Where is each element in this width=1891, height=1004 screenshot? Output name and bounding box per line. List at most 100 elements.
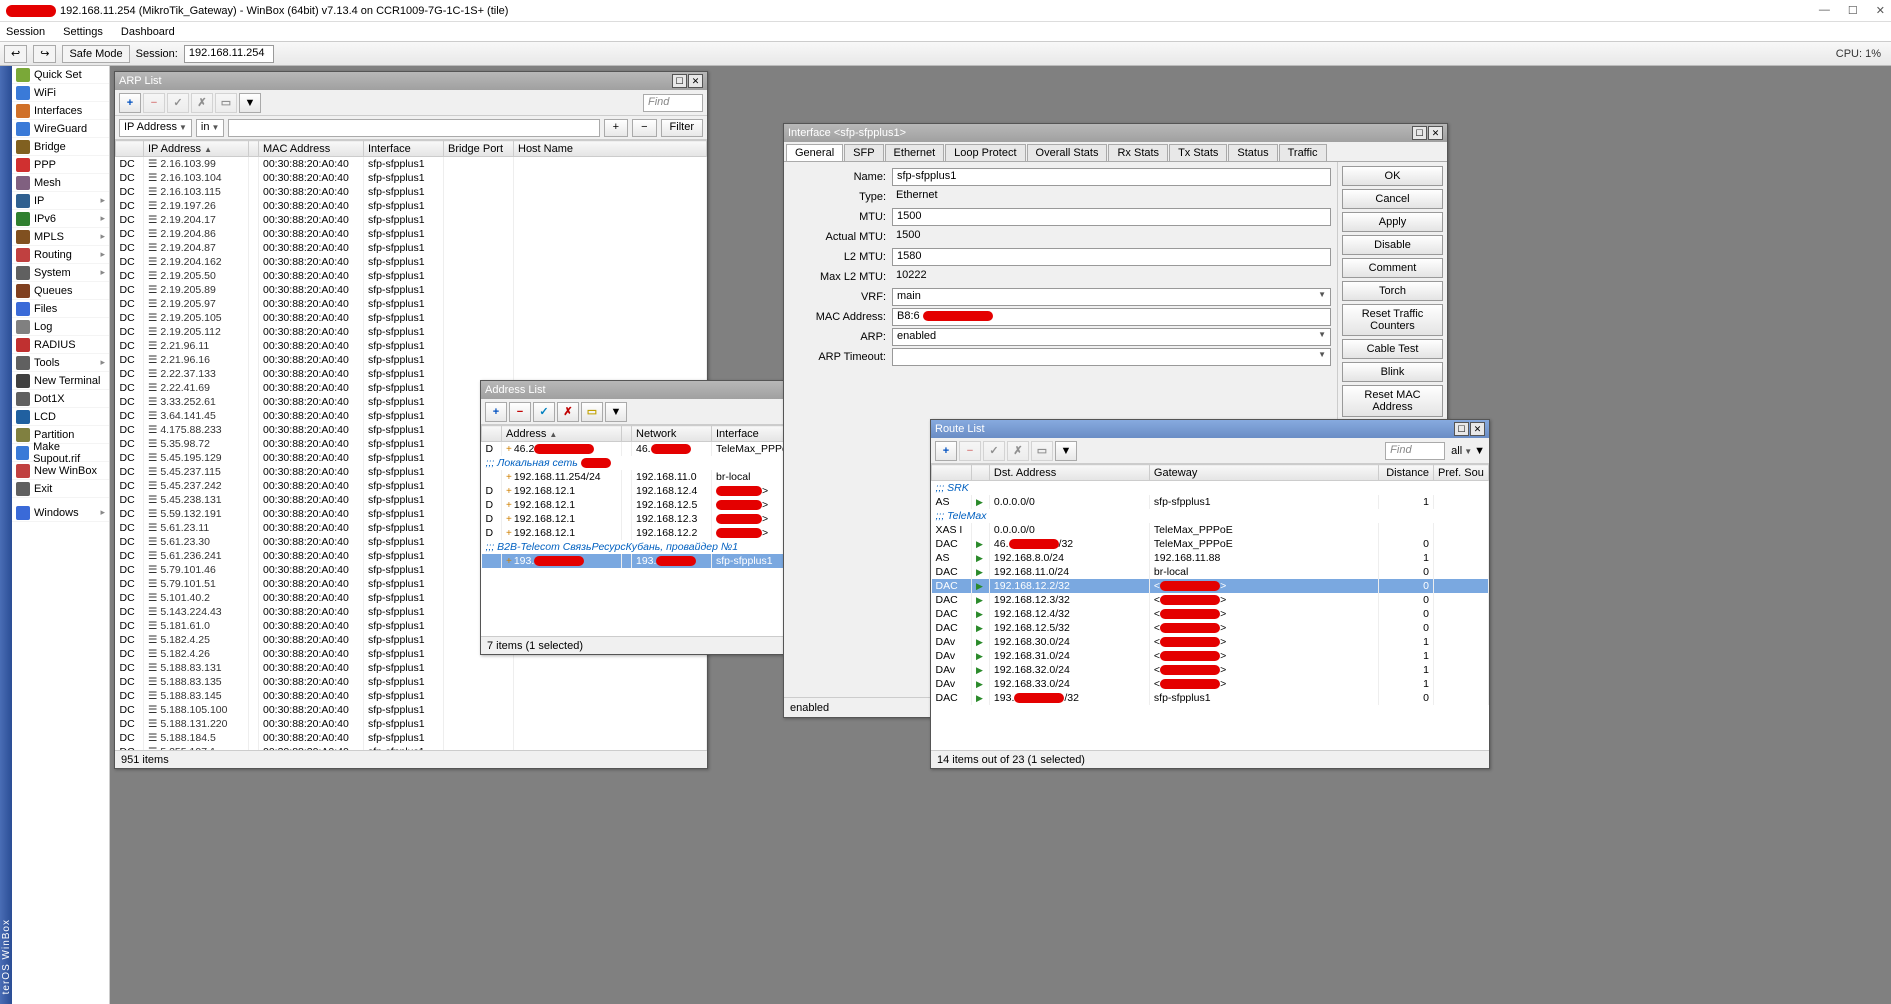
route-filter-all[interactable]: all▼ — [1451, 445, 1472, 457]
table-row[interactable]: DC☰ 5.188.83.13100:30:88:20:A0:40sfp-sfp… — [116, 661, 707, 675]
tab-tx-stats[interactable]: Tx Stats — [1169, 144, 1227, 161]
sidebar-item-log[interactable]: Log — [12, 318, 109, 336]
cable-test-button[interactable]: Cable Test — [1342, 339, 1443, 359]
field-input[interactable]: 1500 — [892, 208, 1331, 226]
sidebar-item-tools[interactable]: Tools▸ — [12, 354, 109, 372]
table-row[interactable]: DC☰ 2.22.37.13300:30:88:20:A0:40sfp-sfpp… — [116, 367, 707, 381]
table-row[interactable]: DAC▶193./32sfp-sfpplus10 — [932, 691, 1489, 705]
table-row[interactable]: DAv▶192.168.33.0/24<>1 — [932, 677, 1489, 691]
column-header[interactable] — [482, 426, 502, 442]
find-input[interactable]: Find — [1385, 442, 1445, 460]
column-header[interactable]: Address ▲ — [502, 426, 622, 442]
torch-button[interactable]: Torch — [1342, 281, 1443, 301]
table-row[interactable]: DAC▶46./32TeleMax_PPPoE0 — [932, 537, 1489, 551]
table-row[interactable]: DC☰ 2.19.204.8700:30:88:20:A0:40sfp-sfpp… — [116, 241, 707, 255]
table-row[interactable]: DC☰ 2.16.103.11500:30:88:20:A0:40sfp-sfp… — [116, 185, 707, 199]
route-filter-toggle[interactable]: ▼ — [1474, 445, 1485, 457]
table-row[interactable]: DC☰ 2.19.204.8600:30:88:20:A0:40sfp-sfpp… — [116, 227, 707, 241]
disable-button[interactable]: ✗ — [191, 93, 213, 113]
table-row[interactable]: ;;; TeleMax — [932, 509, 1489, 523]
apply-button[interactable]: Apply — [1342, 212, 1443, 232]
table-row[interactable]: DC☰ 2.19.205.9700:30:88:20:A0:40sfp-sfpp… — [116, 297, 707, 311]
sidebar-item-ip[interactable]: IP▸ — [12, 192, 109, 210]
tab-status[interactable]: Status — [1228, 144, 1277, 161]
blink-button[interactable]: Blink — [1342, 362, 1443, 382]
filter-plus[interactable]: + — [604, 119, 628, 137]
comment-button[interactable]: Comment — [1342, 258, 1443, 278]
sidebar-item-windows[interactable]: Windows▸ — [12, 504, 109, 522]
table-row[interactable]: DAC▶192.168.11.0/24br-local0 — [932, 565, 1489, 579]
enable-button[interactable]: ✓ — [983, 441, 1005, 461]
sidebar-item-wifi[interactable]: WiFi — [12, 84, 109, 102]
column-header[interactable]: Interface — [364, 141, 444, 157]
route-close-button[interactable]: ✕ — [1470, 422, 1485, 436]
sidebar-item-mpls[interactable]: MPLS▸ — [12, 228, 109, 246]
interface-close-button[interactable]: ✕ — [1428, 126, 1443, 140]
close-button[interactable]: ✕ — [1876, 4, 1885, 17]
column-header[interactable]: Bridge Port — [444, 141, 514, 157]
sidebar-item-make-supout-rif[interactable]: Make Supout.rif — [12, 444, 109, 462]
column-header[interactable]: Gateway — [1149, 465, 1378, 481]
filter-column[interactable]: IP Address▼ — [119, 119, 192, 137]
comment-button[interactable]: ▭ — [581, 402, 603, 422]
sidebar-item-mesh[interactable]: Mesh — [12, 174, 109, 192]
minimize-button[interactable]: — — [1819, 4, 1830, 17]
table-row[interactable]: DC☰ 2.19.204.16200:30:88:20:A0:40sfp-sfp… — [116, 255, 707, 269]
menu-settings[interactable]: Settings — [63, 26, 103, 38]
column-header[interactable]: Host Name — [514, 141, 707, 157]
column-header[interactable]: Dst. Address — [989, 465, 1149, 481]
remove-button[interactable]: − — [959, 441, 981, 461]
table-row[interactable]: DC☰ 5.188.131.22000:30:88:20:A0:40sfp-sf… — [116, 717, 707, 731]
add-button[interactable]: + — [485, 402, 507, 422]
table-row[interactable]: XAS I0.0.0.0/0TeleMax_PPPoE — [932, 523, 1489, 537]
menu-session[interactable]: Session — [6, 26, 45, 38]
field-input[interactable]: sfp-sfpplus1 — [892, 168, 1331, 186]
table-row[interactable]: ;;; SRK — [932, 481, 1489, 495]
filter-minus[interactable]: − — [632, 119, 656, 137]
column-header[interactable]: IP Address ▲ — [144, 141, 249, 157]
arp-titlebar[interactable]: ARP List ☐ ✕ — [115, 72, 707, 90]
table-row[interactable]: DAC▶192.168.12.5/32<>0 — [932, 621, 1489, 635]
table-row[interactable]: DAC▶192.168.12.2/32<>0 — [932, 579, 1489, 593]
maximize-button[interactable]: ☐ — [1848, 4, 1858, 17]
table-row[interactable]: DC☰ 2.21.96.1100:30:88:20:A0:40sfp-sfppl… — [116, 339, 707, 353]
table-row[interactable]: DAv▶192.168.31.0/24<>1 — [932, 649, 1489, 663]
field-input[interactable]: enabled▼ — [892, 328, 1331, 346]
column-header[interactable] — [972, 465, 990, 481]
table-row[interactable]: DC☰ 2.21.96.1600:30:88:20:A0:40sfp-sfppl… — [116, 353, 707, 367]
arp-close-button[interactable]: ✕ — [688, 74, 703, 88]
route-titlebar[interactable]: Route List ☐ ✕ — [931, 420, 1489, 438]
table-row[interactable]: DC☰ 2.16.103.9900:30:88:20:A0:40sfp-sfpp… — [116, 157, 707, 171]
tab-ethernet[interactable]: Ethernet — [885, 144, 945, 161]
route-grid[interactable]: Dst. AddressGatewayDistancePref. Sou;;; … — [931, 464, 1489, 750]
table-row[interactable]: DC☰ 2.16.103.10400:30:88:20:A0:40sfp-sfp… — [116, 171, 707, 185]
enable-button[interactable]: ✓ — [167, 93, 189, 113]
remove-button[interactable]: − — [509, 402, 531, 422]
disable-button[interactable]: ✗ — [557, 402, 579, 422]
table-row[interactable]: DAv▶192.168.30.0/24<>1 — [932, 635, 1489, 649]
table-row[interactable]: DAv▶192.168.32.0/24<>1 — [932, 663, 1489, 677]
undo-button[interactable]: ↩ — [4, 45, 27, 63]
tab-traffic[interactable]: Traffic — [1279, 144, 1327, 161]
interface-titlebar[interactable]: Interface <sfp-sfpplus1> ☐ ✕ — [784, 124, 1447, 142]
menu-dashboard[interactable]: Dashboard — [121, 26, 175, 38]
column-header[interactable] — [116, 141, 144, 157]
table-row[interactable]: DC☰ 2.19.204.1700:30:88:20:A0:40sfp-sfpp… — [116, 213, 707, 227]
tab-loop-protect[interactable]: Loop Protect — [945, 144, 1025, 161]
ok-button[interactable]: OK — [1342, 166, 1443, 186]
filter-button[interactable]: ▼ — [605, 402, 627, 422]
table-row[interactable]: DC☰ 5.188.83.14500:30:88:20:A0:40sfp-sfp… — [116, 689, 707, 703]
comment-button[interactable]: ▭ — [1031, 441, 1053, 461]
comment-button[interactable]: ▭ — [215, 93, 237, 113]
tab-general[interactable]: General — [786, 144, 843, 161]
field-input[interactable]: 1580 — [892, 248, 1331, 266]
filter-op[interactable]: in▼ — [196, 119, 224, 137]
sidebar-item-system[interactable]: System▸ — [12, 264, 109, 282]
sidebar-item-exit[interactable]: Exit — [12, 480, 109, 498]
table-row[interactable]: DC☰ 2.19.197.2600:30:88:20:A0:40sfp-sfpp… — [116, 199, 707, 213]
reset-mac-address-button[interactable]: Reset MAC Address — [1342, 385, 1443, 417]
sidebar-item-lcd[interactable]: LCD — [12, 408, 109, 426]
sidebar-item-dot1x[interactable]: Dot1X — [12, 390, 109, 408]
safe-mode-button[interactable]: Safe Mode — [62, 45, 129, 63]
sidebar-item-files[interactable]: Files — [12, 300, 109, 318]
